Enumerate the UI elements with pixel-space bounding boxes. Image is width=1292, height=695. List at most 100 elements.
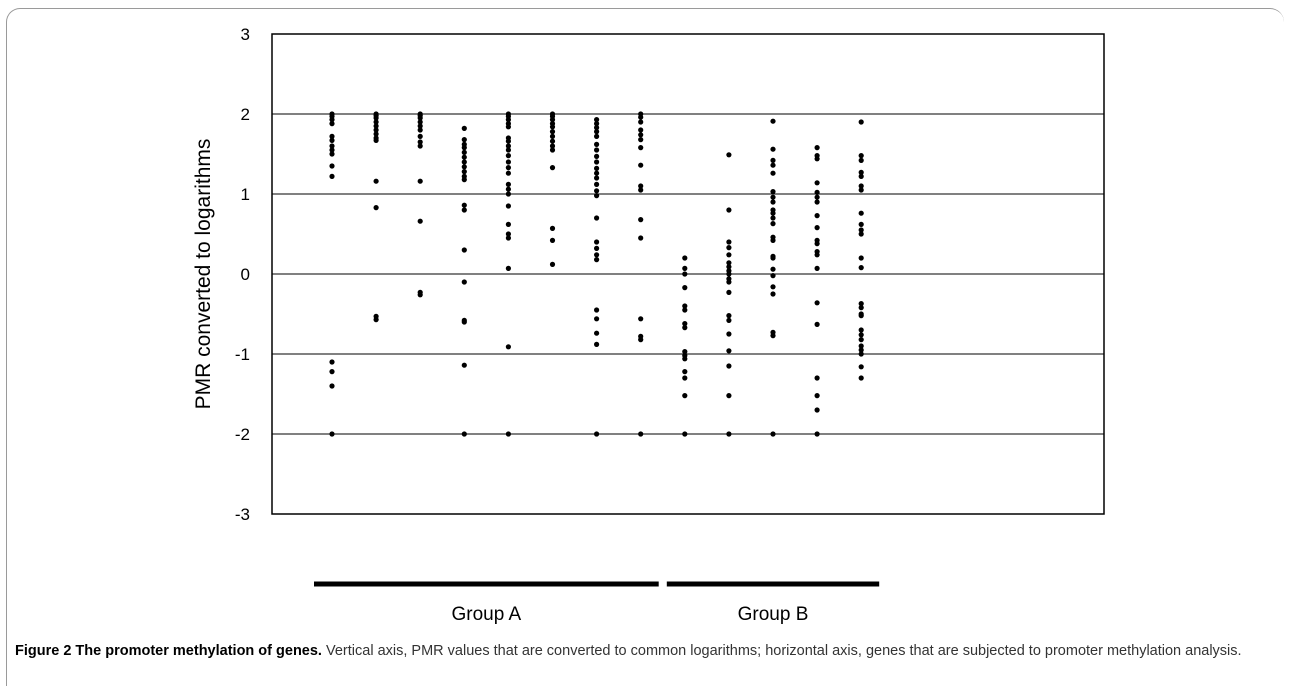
data-point (549, 138, 556, 144)
data-point (858, 221, 864, 227)
data-point (329, 359, 335, 365)
data-point (594, 117, 600, 123)
data-point (858, 255, 864, 261)
data-point (682, 321, 688, 327)
data-point (770, 333, 776, 339)
data-point (329, 133, 335, 139)
data-point (770, 157, 776, 163)
data-point (505, 153, 511, 159)
data-point (814, 431, 820, 437)
data-point (726, 239, 732, 245)
data-point (594, 121, 600, 127)
data-point (858, 337, 864, 343)
data-point (814, 300, 820, 306)
data-point (594, 147, 600, 153)
data-point (594, 129, 600, 135)
data-point (770, 210, 776, 216)
data-point (594, 330, 600, 336)
data-point (594, 125, 600, 131)
data-point (505, 231, 511, 237)
data-point (726, 313, 732, 319)
data-point (726, 348, 732, 354)
y-tick-label: -2 (235, 425, 250, 444)
data-point (594, 316, 600, 322)
data-point (417, 292, 423, 298)
data-point (858, 343, 864, 349)
data-point (461, 177, 467, 183)
data-point (373, 205, 379, 211)
data-point (549, 225, 556, 231)
data-point (814, 225, 820, 231)
data-point (505, 265, 511, 271)
data-point (505, 159, 511, 165)
data-point (726, 331, 732, 337)
data-point (373, 123, 379, 129)
data-point (726, 279, 732, 285)
data-point (594, 170, 600, 176)
data-point (594, 341, 600, 347)
data-point (682, 375, 688, 381)
data-point (373, 317, 379, 323)
data-point (461, 431, 467, 437)
data-point (814, 180, 820, 186)
data-point (638, 187, 644, 193)
data-point (814, 156, 820, 162)
data-point (858, 347, 864, 353)
data-point (329, 117, 335, 123)
data-point (594, 153, 600, 159)
data-point (638, 132, 644, 138)
y-axis-label: PMR converted to logarithms (192, 139, 215, 410)
data-point (770, 170, 776, 176)
data-point (858, 231, 864, 237)
y-tick-label: 2 (241, 105, 250, 124)
data-point (549, 129, 556, 135)
data-point (858, 351, 864, 357)
data-point (858, 313, 864, 319)
data-point (594, 431, 600, 437)
data-point (594, 175, 600, 181)
data-point (461, 207, 467, 213)
data-point (858, 227, 864, 233)
data-point (726, 245, 732, 251)
data-point (373, 119, 379, 125)
data-point (770, 291, 776, 297)
data-point (505, 170, 511, 176)
data-point (682, 285, 688, 291)
data-point (638, 127, 644, 133)
data-point (549, 165, 556, 171)
group-brackets: Group A Group B (314, 581, 880, 625)
data-point (417, 143, 423, 149)
data-point (461, 319, 467, 325)
data-point (461, 154, 467, 160)
caption-text: Vertical axis, PMR values that are conve… (321, 643, 1242, 659)
data-point (329, 163, 335, 169)
y-tick-label: -3 (235, 505, 250, 524)
data-point (858, 301, 864, 307)
data-point (638, 183, 644, 189)
y-tick-label: 0 (241, 265, 250, 284)
data-point (814, 265, 820, 271)
data-point (770, 215, 776, 221)
data-point (329, 121, 335, 127)
data-point (461, 149, 467, 155)
data-point (638, 162, 644, 168)
data-point (549, 261, 556, 267)
data-point (329, 173, 335, 179)
data-point (594, 193, 600, 199)
data-point (814, 145, 820, 151)
data-point (505, 221, 511, 227)
caption-title: Figure 2 The promoter methylation of gen… (15, 643, 322, 659)
figure-frame (6, 8, 1284, 686)
plot-area-border (271, 33, 1105, 515)
data-point (417, 218, 423, 224)
data-point (373, 115, 379, 121)
data-point (594, 141, 600, 147)
data-point (461, 247, 467, 253)
figure-caption: Figure 2 The promoter methylation of gen… (15, 640, 1277, 662)
data-point (726, 317, 732, 323)
data-point (505, 147, 511, 153)
data-point (726, 431, 732, 437)
data-point (682, 369, 688, 375)
data-point (594, 215, 600, 221)
data-point (858, 187, 864, 193)
